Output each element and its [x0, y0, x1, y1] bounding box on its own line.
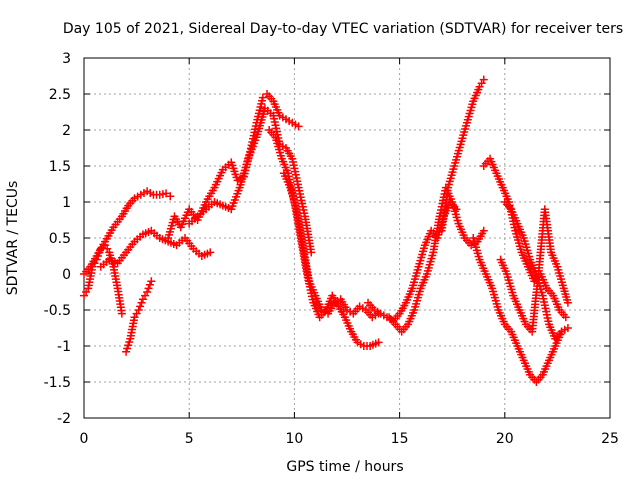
x-tick-label: 5 — [185, 431, 194, 447]
x-tick-label: 10 — [285, 431, 303, 447]
data-point — [563, 324, 572, 332]
data-point — [258, 93, 267, 102]
y-tick-label: 2.5 — [49, 87, 71, 103]
y-tick-label: 3 — [62, 51, 71, 67]
x-tick-label: 20 — [496, 431, 514, 447]
data-point — [117, 309, 126, 318]
data-point — [563, 298, 572, 307]
data-series — [437, 75, 488, 235]
data-point — [143, 288, 152, 296]
data-point — [307, 248, 316, 257]
data-point — [144, 284, 153, 293]
data-series — [80, 187, 175, 278]
y-tick-label: 2 — [62, 123, 71, 139]
data-points — [80, 75, 572, 386]
data-series — [122, 277, 156, 356]
data-series — [364, 198, 461, 325]
data-series — [469, 234, 572, 386]
x-axis: 0 5 10 15 20 25 — [80, 58, 619, 447]
data-point — [374, 338, 383, 347]
data-series — [500, 198, 566, 343]
data-point — [557, 327, 566, 336]
y-tick-label: -2 — [57, 411, 71, 427]
y-tick-label: 0.5 — [49, 231, 71, 247]
y-tick-label: -1.5 — [44, 375, 71, 391]
data-point — [136, 302, 145, 311]
data-point — [166, 192, 175, 201]
data-point — [145, 280, 154, 289]
data-point — [147, 277, 156, 286]
grid — [84, 58, 610, 418]
x-tick-label: 25 — [601, 431, 619, 447]
y-tick-label: 0 — [62, 267, 71, 283]
data-series — [496, 205, 572, 336]
data-point — [137, 298, 146, 307]
y-axis-label: SDTVAR / TECUs — [5, 181, 21, 296]
data-series — [279, 169, 383, 322]
x-tick-label: 0 — [80, 431, 89, 447]
y-tick-label: -0.5 — [44, 303, 71, 319]
data-point — [479, 226, 488, 235]
y-tick-label: -1 — [57, 339, 71, 355]
x-tick-label: 15 — [391, 431, 409, 447]
x-axis-label: GPS time / hours — [286, 459, 403, 475]
data-point — [479, 75, 488, 84]
data-series — [185, 104, 316, 257]
data-point — [134, 306, 143, 314]
chart-title: Day 105 of 2021, Sidereal Day-to-day VTE… — [63, 21, 623, 37]
data-point — [162, 189, 171, 198]
data-point — [294, 122, 303, 131]
data-point — [206, 248, 215, 257]
y-axis: -2 -1.5 -1 -0.5 0 0.5 1 1.5 2 2.5 3 — [44, 51, 610, 427]
y-tick-label: 1.5 — [49, 159, 71, 175]
y-tick-label: 1 — [62, 195, 71, 211]
data-series — [96, 226, 215, 271]
data-point — [561, 313, 570, 322]
